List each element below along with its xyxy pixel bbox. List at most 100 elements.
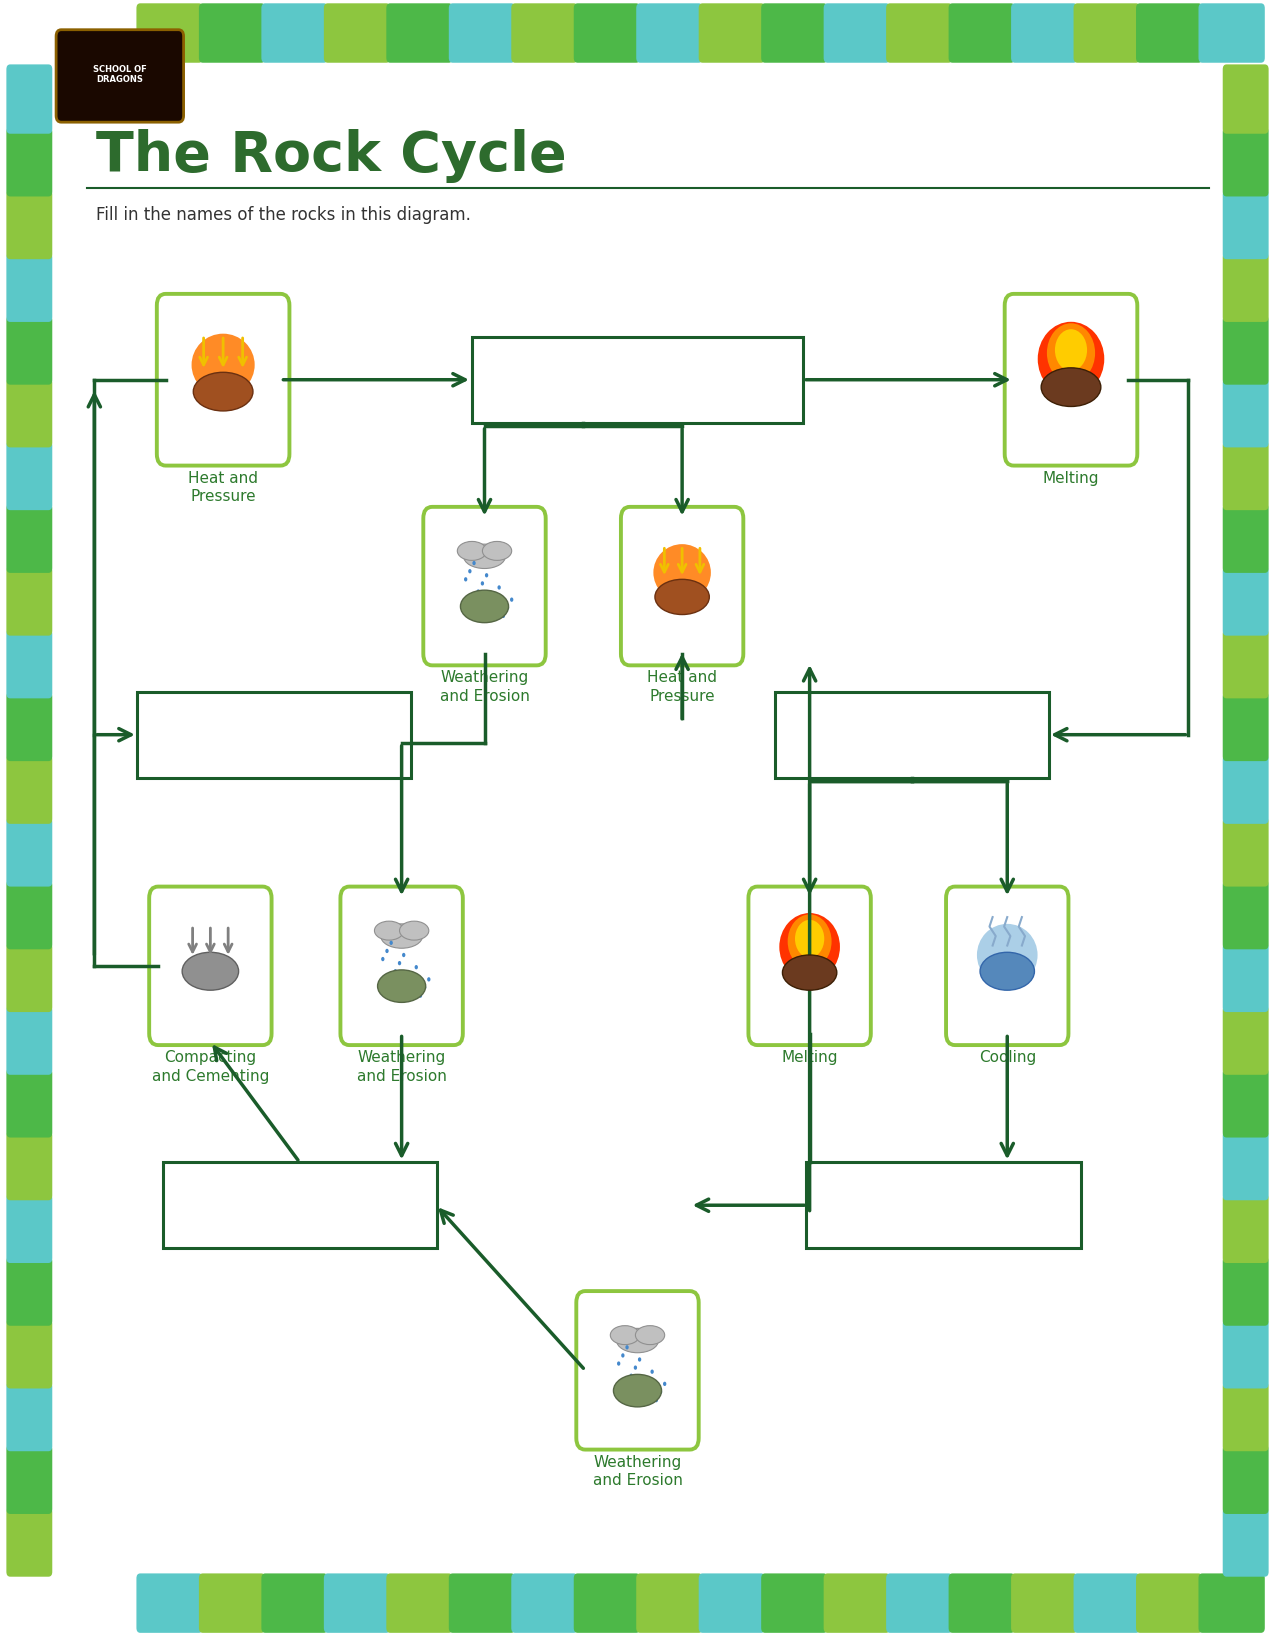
Text: Weathering
and Erosion: Weathering and Erosion bbox=[593, 1455, 682, 1488]
Circle shape bbox=[394, 969, 397, 974]
Circle shape bbox=[630, 1374, 632, 1379]
Circle shape bbox=[423, 986, 426, 989]
FancyBboxPatch shape bbox=[1223, 504, 1269, 573]
FancyBboxPatch shape bbox=[636, 3, 703, 63]
Circle shape bbox=[490, 601, 492, 606]
FancyBboxPatch shape bbox=[1136, 1573, 1202, 1633]
FancyBboxPatch shape bbox=[1074, 3, 1140, 63]
FancyBboxPatch shape bbox=[1223, 1068, 1269, 1138]
FancyBboxPatch shape bbox=[1011, 3, 1077, 63]
FancyBboxPatch shape bbox=[6, 1005, 52, 1075]
FancyBboxPatch shape bbox=[136, 1573, 203, 1633]
FancyBboxPatch shape bbox=[1223, 253, 1269, 322]
FancyBboxPatch shape bbox=[149, 887, 272, 1045]
Text: SCHOOL OF
DRAGONS: SCHOOL OF DRAGONS bbox=[93, 64, 147, 84]
FancyBboxPatch shape bbox=[324, 3, 390, 63]
FancyBboxPatch shape bbox=[6, 880, 52, 949]
FancyBboxPatch shape bbox=[636, 1573, 703, 1633]
Circle shape bbox=[464, 578, 468, 581]
Ellipse shape bbox=[611, 1326, 640, 1344]
FancyBboxPatch shape bbox=[1223, 1005, 1269, 1075]
FancyBboxPatch shape bbox=[1005, 294, 1137, 466]
FancyBboxPatch shape bbox=[199, 3, 265, 63]
Text: Cooling: Cooling bbox=[979, 1050, 1035, 1065]
FancyBboxPatch shape bbox=[6, 127, 52, 196]
FancyBboxPatch shape bbox=[1223, 441, 1269, 510]
FancyBboxPatch shape bbox=[6, 1319, 52, 1388]
FancyBboxPatch shape bbox=[761, 1573, 827, 1633]
FancyBboxPatch shape bbox=[806, 1162, 1080, 1248]
Text: Compacting
and Cementing: Compacting and Cementing bbox=[152, 1050, 269, 1083]
Ellipse shape bbox=[381, 925, 422, 948]
Ellipse shape bbox=[617, 1329, 658, 1352]
FancyBboxPatch shape bbox=[449, 3, 515, 63]
FancyBboxPatch shape bbox=[576, 1291, 699, 1450]
FancyBboxPatch shape bbox=[824, 1573, 890, 1633]
Ellipse shape bbox=[182, 953, 238, 991]
Circle shape bbox=[389, 941, 393, 944]
FancyBboxPatch shape bbox=[824, 3, 890, 63]
FancyBboxPatch shape bbox=[1223, 1131, 1269, 1200]
Ellipse shape bbox=[635, 1326, 664, 1344]
FancyBboxPatch shape bbox=[340, 887, 463, 1045]
Circle shape bbox=[427, 977, 431, 982]
FancyBboxPatch shape bbox=[163, 1162, 436, 1248]
Circle shape bbox=[625, 1346, 629, 1349]
Ellipse shape bbox=[783, 954, 836, 991]
FancyBboxPatch shape bbox=[1223, 880, 1269, 949]
Text: Weathering
and Erosion: Weathering and Erosion bbox=[357, 1050, 446, 1083]
Ellipse shape bbox=[1054, 329, 1088, 371]
Circle shape bbox=[497, 586, 501, 589]
Ellipse shape bbox=[482, 542, 511, 560]
FancyBboxPatch shape bbox=[1223, 817, 1269, 887]
Circle shape bbox=[477, 589, 479, 594]
Ellipse shape bbox=[191, 334, 255, 396]
FancyBboxPatch shape bbox=[6, 1131, 52, 1200]
FancyBboxPatch shape bbox=[1223, 1256, 1269, 1326]
Circle shape bbox=[663, 1382, 667, 1387]
Text: Melting: Melting bbox=[782, 1050, 838, 1065]
Ellipse shape bbox=[613, 1374, 662, 1407]
Circle shape bbox=[411, 972, 414, 977]
Text: Heat and
Pressure: Heat and Pressure bbox=[648, 670, 717, 703]
Text: 7th Grade Worksheets: 7th Grade Worksheets bbox=[1028, 43, 1198, 58]
FancyBboxPatch shape bbox=[1223, 1319, 1269, 1388]
FancyBboxPatch shape bbox=[1223, 1507, 1269, 1577]
FancyBboxPatch shape bbox=[574, 3, 640, 63]
FancyBboxPatch shape bbox=[6, 566, 52, 636]
FancyBboxPatch shape bbox=[949, 1573, 1015, 1633]
Circle shape bbox=[654, 1398, 658, 1402]
FancyBboxPatch shape bbox=[946, 887, 1068, 1045]
FancyBboxPatch shape bbox=[324, 1573, 390, 1633]
Ellipse shape bbox=[655, 580, 709, 614]
Ellipse shape bbox=[464, 545, 505, 568]
FancyBboxPatch shape bbox=[6, 1256, 52, 1326]
FancyBboxPatch shape bbox=[1223, 127, 1269, 196]
FancyBboxPatch shape bbox=[449, 1573, 515, 1633]
Circle shape bbox=[643, 1385, 645, 1390]
FancyBboxPatch shape bbox=[574, 1573, 640, 1633]
Text: Melting: Melting bbox=[1043, 471, 1099, 485]
FancyBboxPatch shape bbox=[1223, 1382, 1269, 1451]
Circle shape bbox=[414, 966, 418, 969]
Circle shape bbox=[398, 961, 402, 966]
Ellipse shape bbox=[1038, 322, 1104, 396]
Ellipse shape bbox=[375, 921, 404, 939]
Circle shape bbox=[510, 598, 514, 603]
Ellipse shape bbox=[977, 925, 1038, 986]
Circle shape bbox=[634, 1365, 638, 1370]
Circle shape bbox=[468, 570, 472, 573]
Ellipse shape bbox=[1042, 368, 1100, 406]
Ellipse shape bbox=[788, 915, 831, 969]
Ellipse shape bbox=[653, 545, 711, 601]
FancyBboxPatch shape bbox=[423, 507, 546, 665]
Text: Fill in the names of the rocks in this diagram.: Fill in the names of the rocks in this d… bbox=[96, 206, 470, 225]
Ellipse shape bbox=[377, 969, 426, 1002]
FancyBboxPatch shape bbox=[1198, 1573, 1265, 1633]
Circle shape bbox=[638, 1357, 641, 1362]
Circle shape bbox=[385, 949, 389, 953]
FancyBboxPatch shape bbox=[511, 3, 578, 63]
FancyBboxPatch shape bbox=[6, 190, 52, 259]
Ellipse shape bbox=[399, 921, 428, 939]
Ellipse shape bbox=[194, 371, 252, 411]
